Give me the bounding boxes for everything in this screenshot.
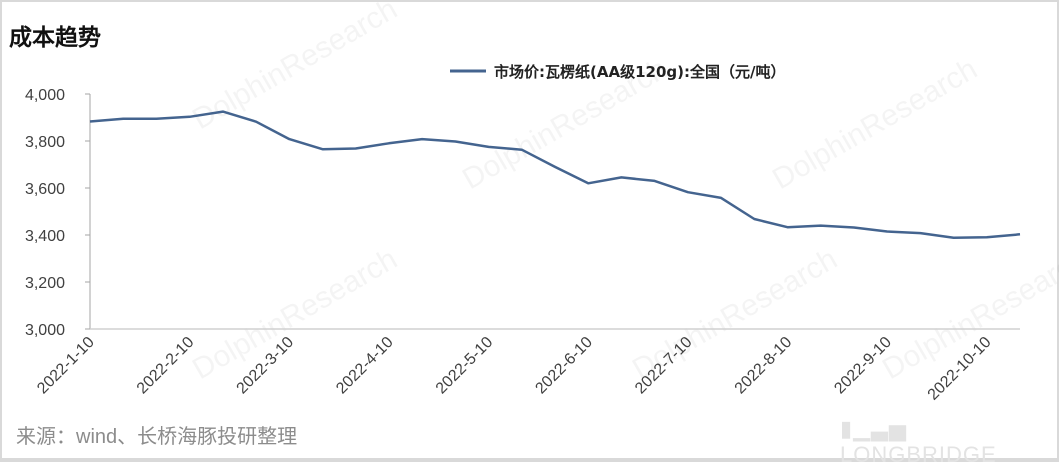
source-note: 来源：wind、长桥海豚投研整理 bbox=[16, 420, 297, 449]
watermarks: DolphinResearchDolphinResearchDolphinRes… bbox=[187, 0, 1059, 386]
x-tick-label: 2022-2-10 bbox=[134, 334, 198, 398]
x-tick-label: 2022-8-10 bbox=[732, 334, 796, 398]
y-tick-label: 3,400 bbox=[25, 228, 65, 245]
x-tick-label: 2022-5-10 bbox=[433, 334, 497, 398]
watermark-text: DolphinResearch bbox=[767, 52, 983, 196]
x-tick-label: 2022-4-10 bbox=[333, 334, 397, 398]
y-tick-label: 3,600 bbox=[25, 181, 65, 198]
legend-label: 市场价:瓦楞纸(AA级120g):全国（元/吨） bbox=[494, 63, 785, 81]
y-tick-label: 4,000 bbox=[25, 87, 65, 104]
y-tick-label: 3,800 bbox=[25, 134, 65, 151]
longbridge-logo: ▮▁▃▅ LONGBRIDGE bbox=[840, 416, 1059, 468]
x-tick-label: 2022-1-10 bbox=[34, 334, 98, 398]
y-tick-label: 3,000 bbox=[25, 322, 65, 339]
x-tick-label: 2022-6-10 bbox=[532, 334, 596, 398]
y-tick-label: 3,200 bbox=[25, 275, 65, 292]
legend: 市场价:瓦楞纸(AA级120g):全国（元/吨） bbox=[450, 63, 785, 81]
watermark-text: DolphinResearch bbox=[187, 0, 403, 136]
